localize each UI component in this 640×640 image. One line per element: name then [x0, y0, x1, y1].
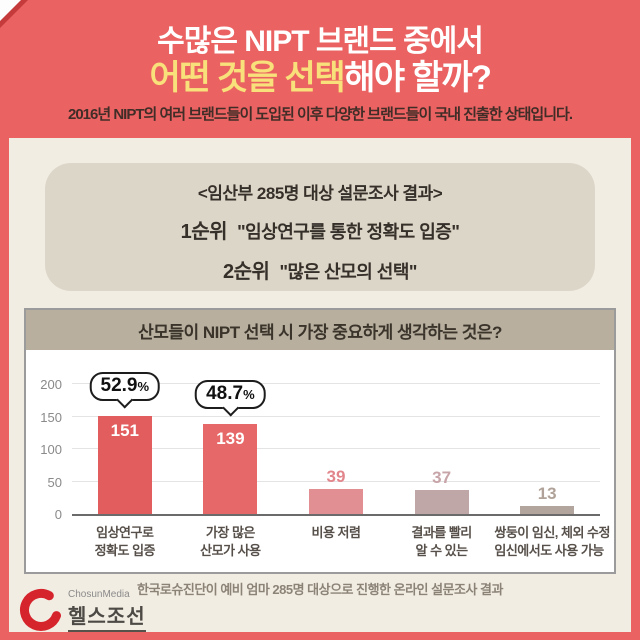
category-label: 임상연구로 정확도 입증	[94, 525, 156, 558]
bar-value-label: 39	[326, 466, 346, 486]
bar-chart: 산모들이 NIPT 선택 시 가장 중요하게 생각하는 것은? 0 50 100 15…	[24, 308, 616, 574]
bar-value-label: 13	[537, 483, 557, 503]
rank-1-label: 1순위	[180, 221, 228, 243]
y-tick-label: 200	[40, 377, 62, 392]
bar: 139	[203, 423, 258, 514]
callout-value: 48.7	[206, 382, 244, 404]
bar-column: 48.7% 139	[178, 379, 284, 514]
y-tick-label: 50	[47, 474, 62, 490]
callout-bubble: 52.9%	[89, 371, 161, 409]
percent-sign: %	[243, 386, 255, 402]
rank-2-text: "많은 산모의 선택"	[279, 262, 417, 282]
logo-brand-name: ChosunMedia	[68, 588, 130, 600]
bar-column: 13	[494, 384, 600, 514]
page-title-line1: 수많은 NIPT 브랜드 중에서	[157, 25, 484, 58]
category-row: 임상연구로 정확도 입증 가장 많은 산모가 사용 비용 저렴 결과를 빨리 알 수 있는 쌍…	[72, 524, 611, 559]
plot-column: 52.9% 151 48.7% 139 39 37 13 임상연구로 정확도 입증 가장 많은 산…	[72, 371, 611, 559]
category-label: 쌍둥이 임신, 체외 수정 임신에서도 사용 가능	[494, 525, 610, 558]
y-tick-label: 150	[40, 409, 62, 425]
rank-2-line: 2순위 "많은 산모의 선택"	[45, 255, 595, 284]
gridline	[72, 448, 600, 449]
rank-1-line: 1순위 "임상연구를 통한 정확도 입증"	[45, 215, 595, 244]
bar	[414, 489, 469, 514]
header: 수많은 NIPT 브랜드 중에서 어떤 것을 선택해야 할까? 2016년 NI…	[0, 0, 640, 138]
chosun-c-logo-icon	[20, 589, 61, 631]
title-rest: 해야 할까?	[344, 59, 492, 97]
logo-text: ChosunMedia 헬스조선	[68, 589, 146, 632]
category-label: 결과를 빨리 알 수 있는	[411, 525, 472, 558]
title-highlight: 어떤 것을 선택	[149, 59, 346, 97]
page-title-line2: 어떤 것을 선택해야 할까?	[0, 50, 640, 99]
rank-2-label: 2순위	[223, 261, 270, 283]
survey-card-heading: <임산부 285명 대상 설문조사 결과>	[197, 184, 443, 203]
bar	[520, 505, 575, 514]
bar-column: 52.9% 151	[72, 371, 178, 514]
chart-title-band: 산모들이 NIPT 선택 시 가장 중요하게 생각하는 것은?	[26, 310, 614, 350]
chart-title: 산모들이 NIPT 선택 시 가장 중요하게 생각하는 것은?	[138, 322, 502, 342]
publisher-logo: ChosunMedia 헬스조선	[19, 588, 146, 632]
bar: 151	[97, 415, 152, 514]
bar-value-label: 139	[216, 428, 245, 448]
bar	[308, 488, 363, 514]
gridline	[72, 415, 600, 417]
content-area: <임산부 285명 대상 설문조사 결과> 1순위 "임상연구를 통한 정확도 입…	[9, 138, 631, 632]
plot-area: 52.9% 151 48.7% 139 39 37 13	[72, 371, 600, 514]
y-tick-label: 100	[40, 442, 62, 457]
bar-column: 39	[283, 384, 389, 514]
rank-1-text: "임상연구를 통한 정확도 입증"	[237, 222, 460, 242]
bar-value-label: 37	[432, 467, 452, 487]
callout-value: 52.9	[100, 374, 138, 396]
y-axis: 0 50 100 150 200	[26, 377, 72, 522]
category-label: 가장 많은 산모가 사용	[200, 525, 261, 558]
percent-sign: %	[137, 378, 150, 394]
callout-bubble: 48.7%	[195, 379, 266, 417]
logo-publication-name: 헬스조선	[68, 600, 146, 632]
corner-fold-icon	[0, 0, 21, 21]
category-label: 비용 저렴	[311, 525, 361, 540]
bar-column: 37	[389, 384, 495, 514]
bar-value-label: 151	[110, 420, 139, 440]
x-axis-baseline	[72, 514, 600, 516]
y-tick-label: 0	[54, 507, 62, 522]
chart-body: 0 50 100 150 200 52.9% 151 48.7% 139 39 37 13 임상연구…	[26, 350, 614, 559]
survey-result-card: <임산부 285명 대상 설문조사 결과> 1순위 "임상연구를 통한 정확도 입…	[45, 163, 595, 291]
header-subtitle: 2016년 NIPT의 여러 브랜드들이 도입된 이후 다양한 브랜드들이 국내…	[68, 106, 573, 123]
source-caption: 한국로슈진단이 예비 엄마 285명 대상으로 진행한 온라인 설문조사 결과	[137, 582, 503, 597]
gridline	[72, 480, 600, 482]
gridline	[72, 383, 600, 384]
